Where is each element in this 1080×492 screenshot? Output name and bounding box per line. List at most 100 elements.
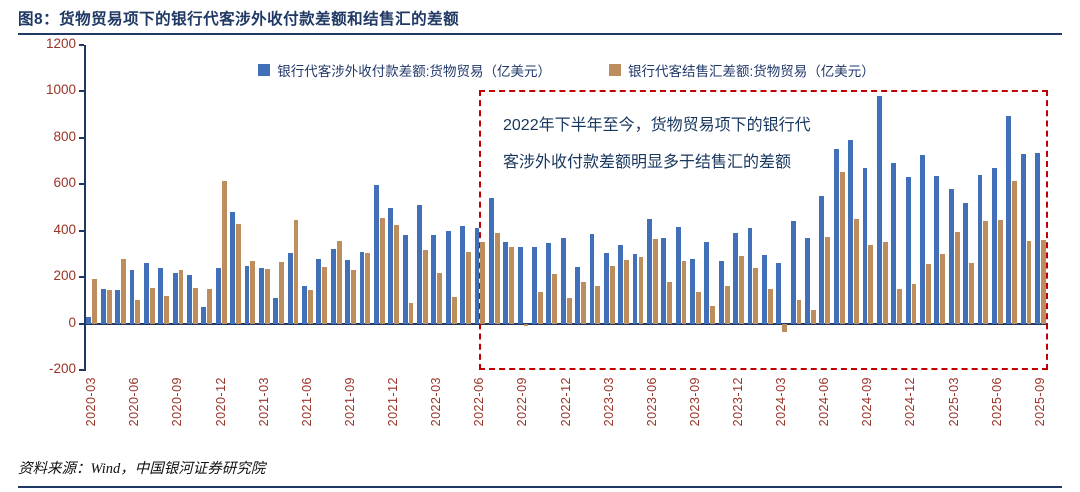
bar-receipts-payments: [287, 252, 293, 324]
bar-receipts-payments: [905, 177, 911, 324]
bar-settlement-sales: [969, 263, 974, 324]
chart-legend: 银行代客涉外收付款差额:货物贸易（亿美元） 银行代客结售汇差额:货物贸易（亿美元…: [85, 60, 1048, 80]
bar-settlement-sales: [854, 219, 859, 324]
y-axis-line: [84, 45, 86, 371]
bar-receipts-payments: [201, 307, 207, 324]
zero-line: [85, 322, 1048, 325]
bar-receipts-payments: [661, 237, 667, 324]
bar-settlement-sales: [983, 221, 989, 324]
x-axis-tick-label: 2021-03: [256, 377, 271, 427]
bar-receipts-payments: [330, 249, 336, 324]
bar-receipts-payments: [431, 235, 437, 324]
bar-receipts-payments: [488, 198, 494, 324]
bar-settlement-sales: [365, 252, 371, 324]
bar-settlement-sales: [509, 246, 515, 324]
bar-receipts-payments: [129, 270, 135, 324]
bar-settlement-sales: [92, 279, 98, 324]
x-axis-tick-label: 2021-12: [386, 377, 401, 427]
y-axis-tick-label: 800: [53, 128, 76, 144]
bar-receipts-payments: [833, 149, 839, 324]
bar-settlement-sales: [1012, 180, 1018, 324]
bar-settlement-sales: [192, 287, 198, 324]
x-axis-tick-label: 2021-06: [299, 377, 314, 427]
bar-settlement-sales: [940, 253, 946, 324]
bar-receipts-payments: [690, 258, 695, 324]
bar-receipts-payments: [445, 230, 451, 324]
legend-label-receipts-payments: 银行代客涉外收付款差额:货物贸易（亿美元）: [277, 64, 551, 79]
bar-receipts-payments: [1035, 152, 1040, 324]
bar-settlement-sales: [739, 256, 744, 324]
y-axis-tick-mark: [79, 276, 84, 279]
bar-settlement-sales: [696, 292, 701, 324]
x-axis-tick-label: 2024-06: [817, 377, 832, 427]
bar-settlement-sales: [307, 289, 313, 324]
bar-receipts-payments: [503, 242, 509, 324]
bar-receipts-payments: [977, 175, 983, 324]
legend-swatch-brown: [609, 64, 621, 76]
bar-receipts-payments: [373, 185, 379, 324]
bar-settlement-sales: [796, 300, 802, 324]
bottom-divider: [18, 486, 1062, 488]
bar-receipts-payments: [532, 246, 537, 324]
y-axis-tick-mark: [79, 44, 84, 46]
bar-receipts-payments: [1020, 154, 1026, 324]
x-axis-tick-label: 2023-12: [730, 377, 745, 427]
y-axis-tick-mark: [79, 229, 84, 232]
y-axis-tick-label: 1000: [45, 82, 76, 98]
x-axis-tick-label: 2024-12: [903, 377, 918, 427]
bar-receipts-payments: [517, 246, 523, 324]
bar-receipts-payments: [187, 274, 192, 324]
bar-settlement-sales: [394, 224, 400, 324]
bar-receipts-payments: [258, 267, 264, 324]
bar-settlement-sales: [839, 171, 845, 324]
y-axis-tick-label: 200: [53, 268, 76, 284]
bar-receipts-payments: [963, 202, 969, 324]
bar-receipts-payments: [948, 188, 954, 324]
y-axis-tick-mark: [79, 322, 84, 325]
y-axis-tick-mark: [79, 90, 84, 93]
y-axis-tick-label: 600: [53, 175, 76, 191]
bar-settlement-sales: [667, 281, 673, 324]
x-axis-tick-label: 2022-09: [515, 377, 530, 427]
annotation-text: 2022年下半年至今，货物贸易项下的银行代客涉外收付款差额明显多于结售汇的差额: [503, 117, 811, 171]
bar-settlement-sales: [566, 298, 572, 324]
bar-settlement-sales: [336, 241, 342, 324]
y-axis-tick-mark: [79, 136, 84, 139]
bar-receipts-payments: [460, 226, 465, 324]
x-axis-tick-label: 2023-09: [687, 377, 702, 427]
bar-receipts-payments: [417, 205, 422, 324]
x-axis-tick-label: 2020-09: [170, 377, 185, 427]
bar-settlement-sales: [710, 306, 716, 324]
bar-receipts-payments: [632, 253, 638, 324]
bar-settlement-sales: [408, 302, 414, 324]
x-axis-tick-label: 2020-06: [127, 377, 142, 427]
bar-settlement-sales: [537, 292, 543, 324]
bar-receipts-payments: [991, 168, 997, 324]
legend-label-settlement-sales: 银行代客结售汇差额:货物贸易（亿美元）: [628, 64, 875, 79]
bar-settlement-sales: [437, 272, 443, 324]
bar-receipts-payments: [603, 252, 609, 324]
bar-receipts-payments: [876, 96, 882, 324]
bar-settlement-sales: [135, 300, 141, 324]
bar-receipts-payments: [100, 288, 106, 324]
bar-settlement-sales: [595, 286, 601, 324]
legend-swatch-blue: [258, 64, 271, 76]
x-axis-tick-label: 2021-09: [342, 377, 357, 427]
bar-settlement-sales: [106, 289, 112, 324]
bar-settlement-sales: [825, 236, 831, 324]
y-axis-tick-mark: [79, 369, 84, 371]
bar-settlement-sales: [997, 220, 1003, 324]
source-note: 资料来源：Wind，中国银河证券研究院: [18, 461, 266, 477]
bar-settlement-sales: [451, 296, 457, 324]
bar-receipts-payments: [302, 286, 307, 324]
bar-receipts-payments: [388, 207, 394, 324]
plot-area: 2022年下半年至今，货物贸易项下的银行代客涉外收付款差额明显多于结售汇的差额: [85, 45, 1048, 370]
bar-settlement-sales: [264, 269, 270, 324]
bar-settlement-sales: [638, 257, 644, 324]
y-axis-tick-label: 0: [68, 314, 76, 330]
x-axis-tick-label: 2024-03: [774, 377, 789, 427]
x-axis-tick-label: 2022-12: [558, 377, 573, 427]
legend-item-settlement-sales: 银行代客结售汇差额:货物贸易（亿美元）: [609, 60, 875, 80]
bar-receipts-payments: [273, 298, 279, 324]
x-axis-tick-label: 2023-06: [644, 377, 659, 427]
